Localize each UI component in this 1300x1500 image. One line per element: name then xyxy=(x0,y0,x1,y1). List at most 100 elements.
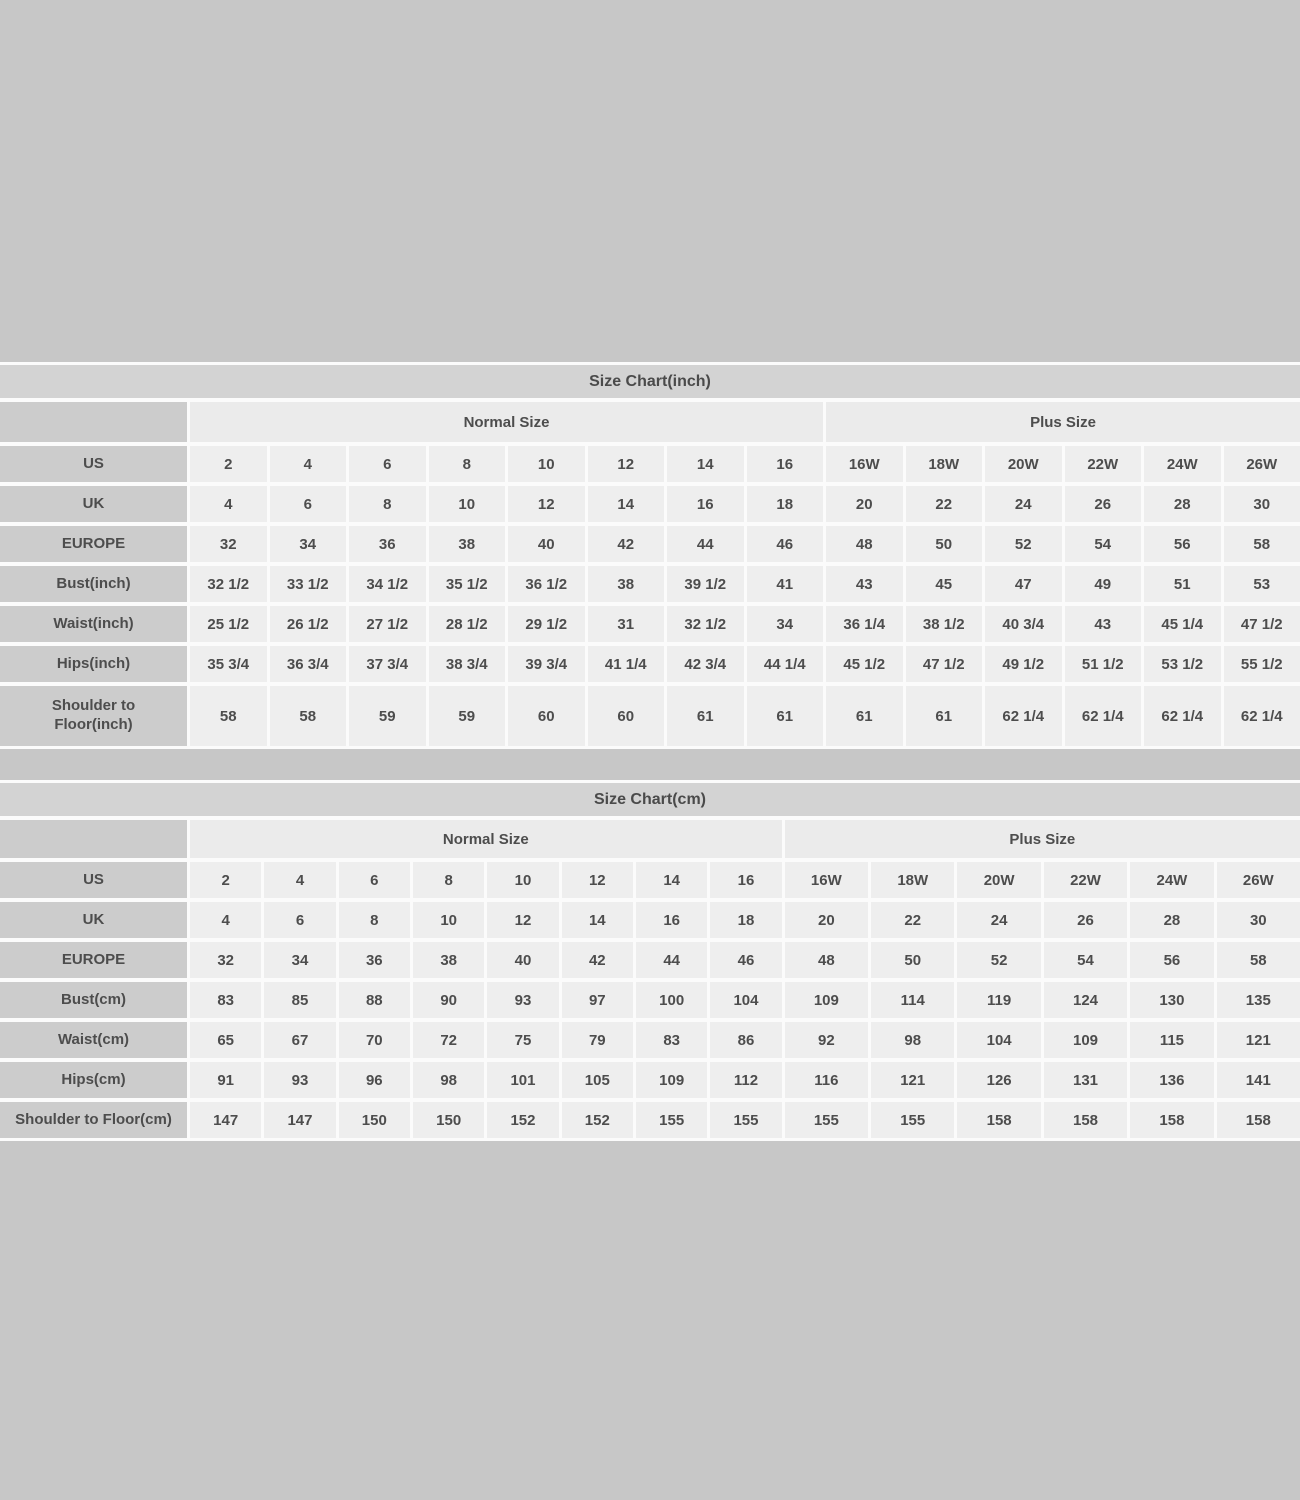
size-value-cell: 32 xyxy=(190,526,267,562)
size-value-cell: 24 xyxy=(957,902,1041,938)
normal-size-group-header: Normal Size xyxy=(190,402,823,442)
corner-cell xyxy=(0,820,187,858)
size-value-cell: 58 xyxy=(1216,942,1300,978)
size-value-cell: 36 xyxy=(338,942,410,978)
size-value-cell: 26 1/2 xyxy=(269,606,346,642)
size-value-cell: 28 1/2 xyxy=(428,606,505,642)
size-value-cell: 14 xyxy=(635,862,708,898)
size-value-cell: 25 1/2 xyxy=(190,606,267,642)
size-value-cell: 31 xyxy=(587,606,664,642)
size-value-cell: 14 xyxy=(561,902,633,938)
row-label-cell: Hips(cm) xyxy=(0,1062,187,1098)
size-value-cell: 8 xyxy=(338,902,410,938)
size-value-cell: 24W xyxy=(1144,446,1221,482)
size-value-cell: 131 xyxy=(1043,1062,1128,1098)
size-value-cell: 24W xyxy=(1130,862,1214,898)
size-value-cell: 32 1/2 xyxy=(190,566,267,602)
size-value-cell: 83 xyxy=(635,1022,708,1058)
size-value-cell: 97 xyxy=(561,982,633,1018)
size-chart-cm-table: Size Chart(cm) Normal Size Plus Size US 2… xyxy=(0,780,1300,1141)
row-label-cell: Shoulder to Floor(cm) xyxy=(0,1102,187,1138)
size-value-cell: 16 xyxy=(635,902,708,938)
size-value-cell: 10 xyxy=(487,862,559,898)
row-label-cell: EUROPE xyxy=(0,526,187,562)
plus-size-group-header: Plus Size xyxy=(784,820,1300,858)
size-value-cell: 16W xyxy=(784,862,869,898)
size-value-cell: 90 xyxy=(412,982,485,1018)
size-value-cell: 155 xyxy=(710,1102,782,1138)
size-value-cell: 147 xyxy=(190,1102,262,1138)
size-value-cell: 86 xyxy=(710,1022,782,1058)
row-label-cell: Hips(inch) xyxy=(0,646,187,682)
size-value-cell: 158 xyxy=(1043,1102,1128,1138)
size-value-cell: 83 xyxy=(190,982,262,1018)
size-value-cell: 48 xyxy=(784,942,869,978)
size-value-cell: 41 1/4 xyxy=(587,646,664,682)
size-value-cell: 152 xyxy=(487,1102,559,1138)
size-value-cell: 49 xyxy=(1064,566,1141,602)
size-value-cell: 150 xyxy=(412,1102,485,1138)
size-value-cell: 4 xyxy=(264,862,336,898)
size-value-cell: 16W xyxy=(826,446,903,482)
size-value-cell: 50 xyxy=(905,526,982,562)
row-label-cell: Bust(cm) xyxy=(0,982,187,1018)
size-value-cell: 26 xyxy=(1064,486,1141,522)
size-value-cell: 26W xyxy=(1216,862,1300,898)
size-value-cell: 91 xyxy=(190,1062,262,1098)
size-value-cell: 12 xyxy=(508,486,585,522)
size-value-cell: 40 xyxy=(487,942,559,978)
size-value-cell: 124 xyxy=(1043,982,1128,1018)
size-value-cell: 36 1/2 xyxy=(508,566,585,602)
size-value-cell: 62 1/4 xyxy=(1064,686,1141,746)
row-label-cell: US xyxy=(0,862,187,898)
size-value-cell: 10 xyxy=(428,486,505,522)
size-value-cell: 93 xyxy=(487,982,559,1018)
size-value-cell: 18W xyxy=(871,862,955,898)
size-value-cell: 38 xyxy=(428,526,505,562)
size-value-cell: 158 xyxy=(957,1102,1041,1138)
size-value-cell: 72 xyxy=(412,1022,485,1058)
size-value-cell: 34 1/2 xyxy=(349,566,426,602)
size-value-cell: 136 xyxy=(1130,1062,1214,1098)
size-value-cell: 40 xyxy=(508,526,585,562)
size-value-cell: 52 xyxy=(957,942,1041,978)
row-label-cell: Shoulder to Floor(inch) xyxy=(0,686,187,746)
row-label-cell: Bust(inch) xyxy=(0,566,187,602)
size-value-cell: 58 xyxy=(269,686,346,746)
row-label-cell: US xyxy=(0,446,187,482)
size-value-cell: 16 xyxy=(667,486,744,522)
size-value-cell: 119 xyxy=(957,982,1041,1018)
size-value-cell: 93 xyxy=(264,1062,336,1098)
size-value-cell: 104 xyxy=(957,1022,1041,1058)
size-value-cell: 50 xyxy=(871,942,955,978)
size-value-cell: 101 xyxy=(487,1062,559,1098)
size-value-cell: 53 1/2 xyxy=(1144,646,1221,682)
size-value-cell: 54 xyxy=(1043,942,1128,978)
size-value-cell: 14 xyxy=(587,486,664,522)
size-value-cell: 16 xyxy=(746,446,823,482)
size-value-cell: 121 xyxy=(1216,1022,1300,1058)
size-value-cell: 47 1/2 xyxy=(1223,606,1300,642)
size-value-cell: 150 xyxy=(338,1102,410,1138)
size-value-cell: 30 xyxy=(1216,902,1300,938)
size-value-cell: 43 xyxy=(826,566,903,602)
size-value-cell: 152 xyxy=(561,1102,633,1138)
size-value-cell: 4 xyxy=(190,486,267,522)
row-label-cell: EUROPE xyxy=(0,942,187,978)
size-value-cell: 158 xyxy=(1130,1102,1214,1138)
size-value-cell: 2 xyxy=(190,446,267,482)
size-value-cell: 58 xyxy=(1223,526,1300,562)
size-value-cell: 46 xyxy=(710,942,782,978)
row-label-cell: Waist(cm) xyxy=(0,1022,187,1058)
size-value-cell: 46 xyxy=(746,526,823,562)
size-value-cell: 44 xyxy=(667,526,744,562)
size-value-cell: 18 xyxy=(746,486,823,522)
size-value-cell: 61 xyxy=(826,686,903,746)
size-value-cell: 135 xyxy=(1216,982,1300,1018)
size-value-cell: 30 xyxy=(1223,486,1300,522)
size-value-cell: 62 1/4 xyxy=(1223,686,1300,746)
size-value-cell: 53 xyxy=(1223,566,1300,602)
size-value-cell: 65 xyxy=(190,1022,262,1058)
size-value-cell: 8 xyxy=(428,446,505,482)
plus-size-group-header: Plus Size xyxy=(826,402,1300,442)
